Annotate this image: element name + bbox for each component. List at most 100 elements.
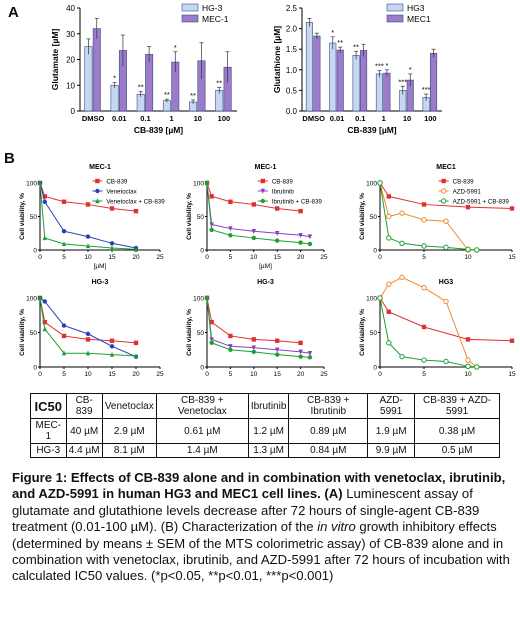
data-point	[251, 345, 256, 351]
data-point	[465, 357, 471, 363]
x-tick-label: 10	[403, 114, 411, 123]
y-tick-label: 40	[66, 4, 75, 13]
data-point	[465, 204, 471, 210]
data-point	[42, 194, 47, 199]
ic50-cell: 0.84 µM	[288, 443, 369, 458]
significance-label: *	[331, 28, 334, 37]
bar	[352, 55, 360, 112]
panel-a-label: A	[8, 4, 19, 21]
data-point	[85, 331, 91, 337]
line-chart: MEC1 0 50 100 0 5 10 15 Cell viability, % CB-839 A…	[359, 164, 516, 261]
data-point	[275, 352, 280, 357]
y-tick-label: 100	[26, 181, 37, 188]
data-point	[440, 188, 447, 194]
data-point	[109, 351, 115, 357]
ic50-header: CB-839	[65, 393, 103, 419]
ic50-cell: 0.38 µM	[414, 418, 500, 444]
data-point	[421, 217, 427, 223]
data-point	[109, 338, 115, 343]
x-tick-label: 25	[320, 371, 328, 378]
x-tick-label: 5	[229, 371, 233, 378]
y-axis-label: Cell viability, %	[359, 309, 366, 356]
ic50-table: IC50 CB-839 Venetoclax CB-839 + Venetocl…	[30, 393, 500, 458]
data-point	[133, 208, 139, 214]
data-point	[441, 178, 446, 184]
y-axis-label: Cell viability, %	[19, 193, 26, 240]
data-point	[307, 241, 313, 247]
data-point	[228, 333, 233, 339]
data-point	[204, 180, 210, 186]
data-point	[465, 337, 471, 342]
data-point	[377, 180, 383, 186]
y-axis-label: Glutathione [µM]	[272, 26, 282, 93]
ic50-row: MEC-1 40 µM 2.9 µM 0.61 µM 1.2 µM 0.89 µ…	[30, 418, 500, 444]
y-tick-label: 100	[366, 181, 377, 188]
ic50-row-label: MEC-1	[30, 418, 67, 444]
chart-title: HG-3	[257, 279, 274, 286]
significance-label: **	[164, 90, 170, 99]
caption-text: Luminescent assay of glutamate and gluta…	[12, 486, 480, 535]
data-point	[209, 319, 214, 325]
x-tick-label: 25	[156, 254, 164, 261]
y-tick-label: 100	[193, 296, 204, 303]
ic50-header-row: IC50 CB-839 Venetoclax CB-839 + Venetocl…	[30, 393, 500, 419]
ic50-header: CB-839 + Venetoclax	[155, 393, 249, 419]
legend-swatch	[181, 3, 199, 12]
y-tick-label: 0	[200, 248, 204, 255]
data-point	[42, 319, 47, 325]
y-tick-label: 10	[66, 81, 75, 90]
x-tick-label: 0.01	[330, 114, 345, 123]
data-point	[209, 194, 214, 199]
ic50-corner: IC50	[30, 393, 67, 419]
series-line	[379, 276, 478, 368]
figure-caption: Figure 1: Effects of CB-839 alone and in…	[12, 470, 517, 585]
bar	[84, 46, 93, 112]
series-line	[206, 182, 301, 212]
data-point	[465, 246, 471, 253]
data-point	[37, 180, 43, 186]
x-tick-label: 20	[297, 371, 305, 378]
data-point	[399, 274, 405, 280]
x-tick-label: DMSO	[82, 114, 105, 123]
data-point	[251, 202, 256, 207]
data-point	[109, 245, 115, 251]
x-tick-label: 10	[84, 371, 92, 378]
y-tick-label: 50	[370, 330, 378, 337]
data-point	[133, 246, 139, 252]
line-chart: HG-3 0 50 100 0 5 10 15 20 25 Cell viability, %	[19, 279, 164, 378]
significance-label: ***	[422, 85, 431, 94]
x-axis-label: CB-839 [µM]	[347, 125, 396, 135]
x-tick-label: 5	[62, 371, 66, 378]
data-point	[37, 295, 43, 301]
legend-label: Venetoclax	[106, 189, 137, 196]
significance-label: ***	[398, 77, 407, 86]
significance-label: **	[353, 42, 359, 51]
caption-title: Figure 1: Effects of CB-839 alone and in…	[12, 470, 506, 502]
data-point	[109, 241, 115, 246]
data-point	[386, 309, 391, 314]
data-point	[109, 206, 115, 211]
data-point	[509, 338, 515, 343]
y-axis-label: Cell viability, %	[186, 193, 193, 240]
data-point	[307, 234, 313, 240]
data-point	[209, 340, 214, 346]
y-tick-label: 0	[373, 365, 377, 372]
legend-swatch	[181, 14, 199, 23]
data-point	[275, 338, 280, 343]
x-tick-label: 100	[218, 114, 231, 123]
chart-title: HG3	[439, 279, 454, 286]
significance-label: **	[138, 83, 144, 92]
x-tick-label: 0	[205, 254, 209, 261]
data-point	[298, 349, 303, 355]
ic50-row-label: HG-3	[30, 443, 67, 458]
ic50-cell: 1.9 µM	[367, 418, 416, 444]
series-line	[39, 182, 137, 250]
data-point	[443, 218, 449, 224]
x-tick-label: 1	[169, 114, 173, 123]
x-tick-label: 15	[274, 371, 282, 378]
data-point	[399, 240, 405, 247]
x-tick-label: 15	[274, 254, 282, 261]
x-tick-label: 15	[108, 371, 116, 378]
x-tick-label: 5	[422, 371, 426, 378]
x-axis-label: [µM]	[259, 263, 272, 270]
